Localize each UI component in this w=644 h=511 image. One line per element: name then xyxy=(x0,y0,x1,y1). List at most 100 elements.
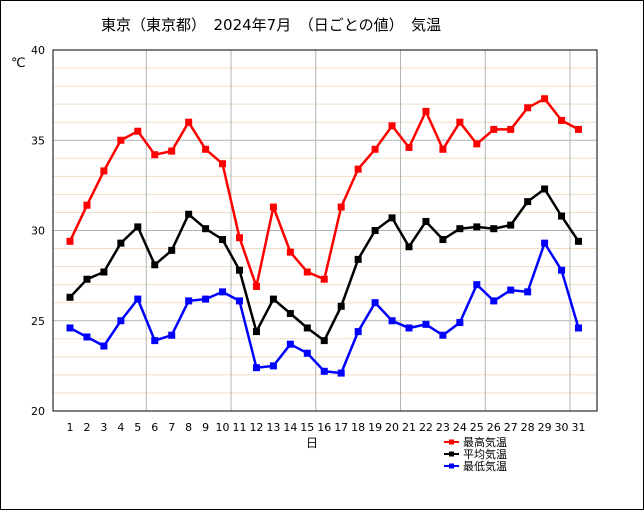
x-tick-label: 9 xyxy=(202,421,209,434)
x-axis-label: 日 xyxy=(306,436,318,450)
data-point xyxy=(337,203,345,211)
data-point xyxy=(337,369,345,377)
x-tick-label: 3 xyxy=(100,421,107,434)
data-point xyxy=(168,331,176,339)
x-tick-label: 14 xyxy=(283,421,297,434)
data-point xyxy=(575,125,582,133)
x-tick-label: 5 xyxy=(134,421,141,434)
data-point xyxy=(236,266,243,274)
data-point xyxy=(422,217,430,225)
data-point xyxy=(269,203,277,211)
data-point xyxy=(303,268,311,276)
data-point xyxy=(185,118,193,126)
x-tick-label: 1 xyxy=(67,421,74,434)
grid xyxy=(53,50,597,411)
data-point xyxy=(252,364,260,372)
x-tick-labels: 1 2 3 4 5 6 7 8 9 10 11 12 13 14 15 16 17 18 19 20 21 22 23 24 2… xyxy=(67,421,586,434)
data-point xyxy=(575,237,582,245)
data-point xyxy=(405,143,413,151)
data-point xyxy=(320,337,328,345)
data-point xyxy=(219,160,227,168)
data-point xyxy=(456,118,464,126)
data-point xyxy=(286,310,294,318)
data-point xyxy=(490,297,498,305)
data-point xyxy=(473,281,481,289)
data-point xyxy=(422,320,430,328)
data-point xyxy=(66,293,74,301)
data-point xyxy=(151,151,159,159)
data-point xyxy=(134,127,142,135)
legend-label: 平均気温 xyxy=(463,447,507,461)
x-tick-label: 25 xyxy=(470,421,484,434)
data-point xyxy=(185,210,193,218)
x-tick-label: 8 xyxy=(185,421,192,434)
x-tick-label: 18 xyxy=(351,421,365,434)
data-point xyxy=(303,324,311,332)
y-tick-label: 35 xyxy=(31,134,45,147)
data-point xyxy=(524,288,532,296)
data-point xyxy=(269,362,277,370)
series-group xyxy=(66,95,582,377)
x-tick-label: 10 xyxy=(216,421,230,434)
data-point xyxy=(354,165,362,173)
y-tick-labels: 20 25 30 35 40 xyxy=(31,44,45,418)
data-point xyxy=(83,333,91,341)
x-tick-label: 2 xyxy=(83,421,90,434)
data-point xyxy=(202,145,210,153)
x-tick-label: 26 xyxy=(487,421,501,434)
data-point xyxy=(151,337,159,345)
data-point xyxy=(439,145,447,153)
data-point xyxy=(337,302,345,310)
data-point xyxy=(117,239,125,247)
data-point xyxy=(219,288,227,296)
data-point xyxy=(100,167,108,175)
data-point xyxy=(100,268,108,276)
data-point xyxy=(507,125,515,133)
data-point xyxy=(134,295,142,303)
x-tick-label: 17 xyxy=(334,421,348,434)
data-point xyxy=(405,324,413,332)
data-point xyxy=(236,234,243,242)
x-tick-label: 11 xyxy=(233,421,247,434)
data-point xyxy=(507,221,515,229)
data-point xyxy=(185,297,193,305)
y-tick-label: 20 xyxy=(31,405,45,418)
data-point xyxy=(100,342,108,350)
data-point xyxy=(66,324,74,332)
x-tick-label: 7 xyxy=(168,421,175,434)
data-point xyxy=(371,227,379,234)
data-point xyxy=(168,147,176,155)
data-point xyxy=(286,340,294,348)
data-point xyxy=(541,239,549,247)
x-tick-label: 6 xyxy=(151,421,158,434)
data-point xyxy=(473,140,481,148)
data-point xyxy=(151,261,159,269)
data-point xyxy=(558,266,566,274)
data-point xyxy=(388,317,396,325)
x-tick-label: 27 xyxy=(504,421,518,434)
data-point xyxy=(252,328,260,336)
data-point xyxy=(388,214,396,222)
data-point xyxy=(252,282,260,290)
x-tick-label: 21 xyxy=(402,421,416,434)
data-point xyxy=(354,328,362,336)
data-point xyxy=(439,236,447,244)
data-point xyxy=(575,324,582,332)
data-point xyxy=(354,255,362,263)
x-tick-label: 16 xyxy=(317,421,331,434)
data-point xyxy=(66,237,74,245)
legend-marker xyxy=(449,439,454,445)
legend-label: 最低気温 xyxy=(463,459,507,473)
x-tick-label: 24 xyxy=(453,421,467,434)
data-point xyxy=(524,198,532,206)
data-point xyxy=(117,136,125,144)
legend-marker xyxy=(449,463,454,469)
x-tick-label: 23 xyxy=(436,421,450,434)
x-tick-label: 28 xyxy=(521,421,535,434)
data-point xyxy=(269,295,277,303)
data-point xyxy=(422,107,430,115)
data-point xyxy=(83,201,91,209)
